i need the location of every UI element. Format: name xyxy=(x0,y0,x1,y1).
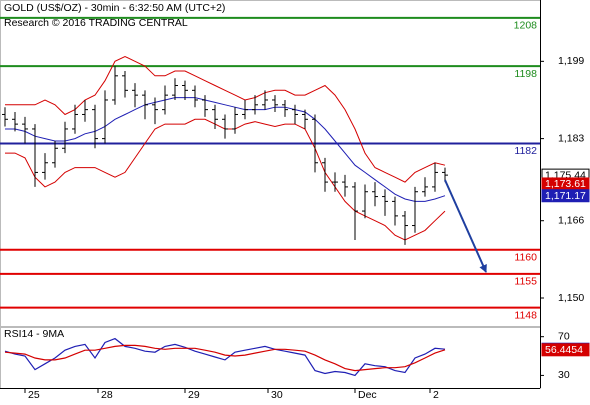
chart-subtitle: Research © 2016 TRADING CENTRAL xyxy=(4,17,188,29)
level-label: 1198 xyxy=(514,68,537,80)
series-line xyxy=(4,337,446,377)
x-tick-label: Dec xyxy=(358,389,377,400)
last-value-label: 1,171.17 xyxy=(545,190,586,202)
y-tick-label: 1,166 xyxy=(558,214,584,226)
last-value-box xyxy=(541,189,590,203)
y-tick-label: 1,199 xyxy=(558,55,584,67)
last-value-label: 56.4454 xyxy=(545,344,583,356)
y-tick-label: 1,183 xyxy=(558,132,584,144)
chart-title: GOLD (US$/OZ) - 30min - 6:32:50 AM (UTC+… xyxy=(4,2,225,14)
last-value-box xyxy=(541,343,590,357)
x-tick-label: 30 xyxy=(271,389,283,400)
level-label: 1160 xyxy=(514,251,537,263)
x-tick-label: 29 xyxy=(188,389,200,400)
x-tick-label: 25 xyxy=(28,389,40,400)
y-tick-label: 70 xyxy=(558,330,570,342)
forecast-arrow xyxy=(444,179,487,273)
level-label: 1182 xyxy=(514,145,537,157)
x-tick-label: 2 xyxy=(433,389,439,400)
overlay-line xyxy=(5,55,446,183)
last-value-label: 1,173.61 xyxy=(545,178,586,190)
rsi-panel xyxy=(0,327,541,389)
x-tick-label: 28 xyxy=(101,389,113,400)
rsi-title: RSI14 - 9MA xyxy=(4,328,64,340)
level-label: 1148 xyxy=(514,309,537,321)
level-label: 1208 xyxy=(514,20,538,32)
overlay-line xyxy=(5,97,446,202)
y-tick-label: 30 xyxy=(558,369,570,381)
level-label: 1155 xyxy=(514,276,537,288)
y-tick-label: 1,150 xyxy=(558,292,584,304)
series-line xyxy=(4,344,446,372)
plot-layer: 1,199 1,183 1,166 1,150 25 28 29 30 Dec 2 1208 1198… xyxy=(0,16,590,401)
price-panel xyxy=(0,0,541,327)
